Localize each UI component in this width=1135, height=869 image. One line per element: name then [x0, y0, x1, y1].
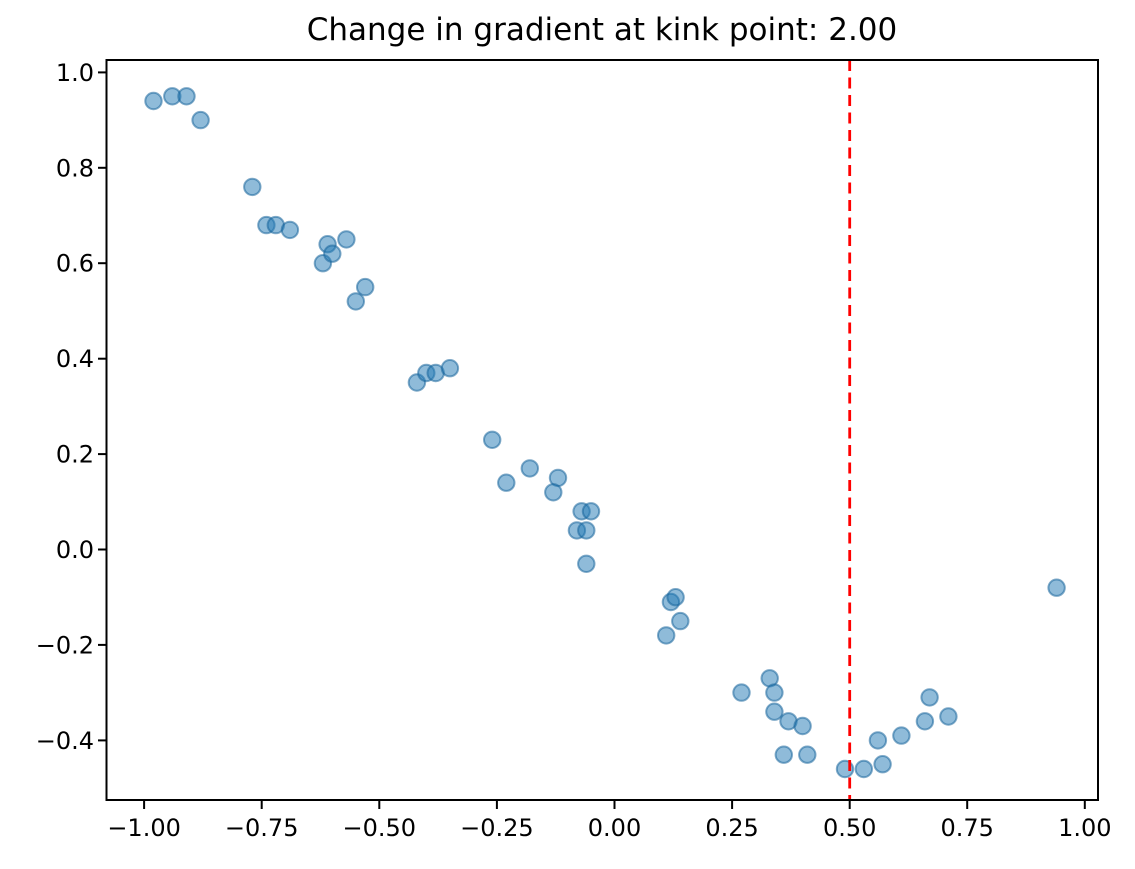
y-tick-label: 0.2 [56, 441, 94, 469]
scatter-point [177, 87, 196, 106]
x-tick-label: 0.00 [588, 814, 641, 842]
scatter-point [346, 292, 365, 311]
scatter-point [544, 483, 563, 502]
scatter-point [577, 554, 596, 573]
scatter-point [939, 707, 958, 726]
x-tick-label: −0.50 [343, 814, 417, 842]
x-tick-label: 0.50 [823, 814, 876, 842]
x-tick-label: −1.00 [107, 814, 181, 842]
scatter-point [497, 473, 516, 492]
scatter-point [657, 626, 676, 645]
chart-title: Change in gradient at kink point: 2.00 [307, 12, 898, 48]
scatter-point [483, 430, 502, 449]
x-tick-label: 0.25 [705, 814, 758, 842]
y-tick-label: 1.0 [56, 59, 94, 87]
scatter-point [732, 683, 751, 702]
scatter-point [873, 755, 892, 774]
scatter-point [854, 759, 873, 779]
y-tick-label: 0.8 [56, 154, 94, 182]
scatter-point [323, 244, 342, 263]
scatter-point [356, 277, 375, 297]
y-axis: 1.0 0.8 0.6 0.4 0.2 0.0 −0.2 −0.4 [36, 59, 107, 755]
x-tick-label: −0.25 [460, 814, 534, 842]
scatter-point [191, 110, 210, 130]
scatter-point [671, 611, 690, 631]
x-tick-label: −0.75 [225, 814, 299, 842]
y-tick-label: −0.2 [36, 631, 94, 659]
y-tick-label: 0.4 [56, 345, 94, 373]
scatter-point [765, 702, 784, 721]
scatter-point [868, 731, 888, 750]
scatter-point [793, 716, 812, 736]
y-tick-label: 0.0 [56, 536, 94, 564]
y-tick-label: 0.6 [56, 250, 94, 278]
scatter-point [765, 683, 784, 702]
scatter-point [892, 726, 911, 745]
y-tick-label: −0.4 [36, 727, 94, 755]
x-axis: −1.00 −0.75 −0.50 −0.25 0.00 0.25 0.50 0.75 1.00 [107, 800, 1112, 842]
x-tick-label: 1.00 [1058, 814, 1111, 842]
scatter-point [144, 91, 163, 111]
scatter-point [581, 502, 601, 521]
scatter-point [577, 521, 596, 540]
scatter-point [440, 359, 460, 378]
scatter-series [144, 87, 1066, 779]
scatter-point [280, 220, 300, 240]
scatter-point [774, 745, 793, 764]
scatter-point [1047, 578, 1066, 597]
scatter-point [920, 688, 939, 707]
scatter-point [798, 745, 817, 764]
x-tick-label: 0.75 [940, 814, 993, 842]
scatter-point [243, 177, 262, 197]
scatter-point [666, 588, 685, 607]
scatter-point [915, 712, 935, 731]
scatter-point [337, 230, 356, 249]
scatter-point [520, 459, 539, 478]
plot-frame [105, 59, 1099, 801]
